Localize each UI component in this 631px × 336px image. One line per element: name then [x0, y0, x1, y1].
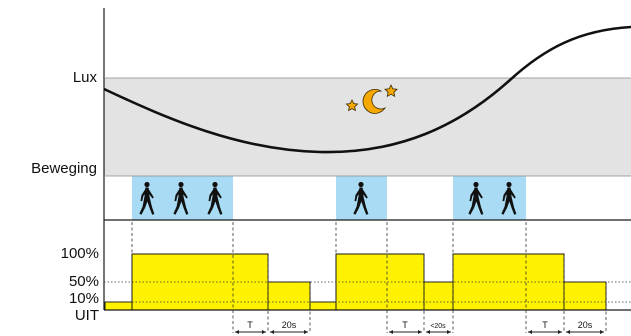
- level-guides: [104, 281, 631, 303]
- light-level-bar: [309, 301, 337, 311]
- lux-label: Lux: [73, 69, 98, 86]
- timing-arrows: [235, 330, 604, 334]
- pct-100-label: 100%: [61, 245, 99, 262]
- timing-label-d1: 20s: [282, 320, 297, 330]
- light-level-bar: [267, 281, 311, 311]
- pct-50-label: 50%: [69, 273, 99, 290]
- light-level-bars: [104, 253, 607, 311]
- beweging-label: Beweging: [31, 160, 97, 177]
- light-level-bar: [452, 253, 565, 311]
- timing-label-t2: T: [402, 320, 408, 330]
- pct-10-label: 10%: [69, 290, 99, 307]
- timing-label-d3: 20s: [578, 320, 593, 330]
- timing-labels: T 20s T <20s T 20s: [247, 320, 593, 330]
- lux-curve: [103, 25, 631, 154]
- motion-zones: [132, 176, 526, 220]
- light-level-bar: [563, 281, 607, 311]
- timing-label-t3: T: [542, 320, 548, 330]
- uit-label: UIT: [75, 307, 99, 324]
- timing-label-d2: <20s: [430, 323, 446, 330]
- light-level-bar: [423, 281, 454, 311]
- frame: [103, 8, 631, 311]
- axis-labels: Lux Beweging 100% 50% 10% UIT: [31, 69, 99, 324]
- moon-stars-icon: [345, 84, 398, 114]
- timing-label-t1: T: [247, 320, 253, 330]
- light-level-bar: [104, 301, 133, 311]
- event-markers: [131, 222, 607, 333]
